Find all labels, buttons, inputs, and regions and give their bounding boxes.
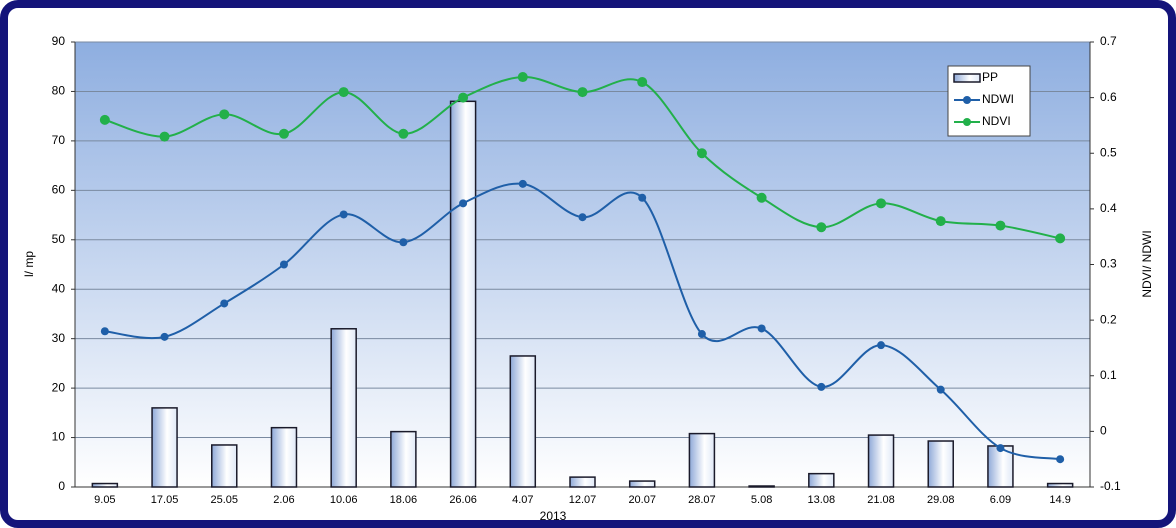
y-tick-label: 80 xyxy=(52,84,66,98)
bar xyxy=(330,328,357,488)
y2-tick-label: 0.7 xyxy=(1100,34,1117,48)
x-tick-label: 25.05 xyxy=(210,494,238,506)
point xyxy=(637,77,648,88)
x-tick-label: 28.07 xyxy=(688,494,716,506)
point xyxy=(279,260,288,269)
y-tick-label: 10 xyxy=(52,430,66,444)
point xyxy=(1055,233,1066,244)
legend-label: NDVI xyxy=(982,114,1011,128)
point xyxy=(278,128,289,139)
point xyxy=(160,332,169,341)
point xyxy=(696,148,707,159)
bar xyxy=(808,472,835,488)
legend-label: PP xyxy=(982,70,998,84)
y-tick-label: 30 xyxy=(52,331,66,345)
x-tick-label: 20.07 xyxy=(628,494,656,506)
y-tick-label: 40 xyxy=(52,281,66,295)
bar xyxy=(151,407,178,488)
bar xyxy=(390,430,417,488)
y-axis-label: l/ mp xyxy=(22,251,36,277)
y2-tick-label: -0.1 xyxy=(1100,479,1121,493)
x-tick-label: 5.08 xyxy=(751,494,772,506)
y-tick-label: 0 xyxy=(58,479,65,493)
bar xyxy=(1046,482,1074,488)
y-tick-label: 50 xyxy=(52,232,66,246)
bar xyxy=(628,480,656,488)
y2-tick-label: 0.4 xyxy=(1100,201,1117,215)
point xyxy=(100,327,109,336)
bar xyxy=(867,434,895,488)
x-tick-label: 18.06 xyxy=(390,494,418,506)
x-axis-label: 2013 xyxy=(540,509,567,523)
legend-swatch xyxy=(963,96,971,104)
point xyxy=(159,131,170,142)
y2-tick-label: 0.2 xyxy=(1100,312,1117,326)
point xyxy=(518,179,527,188)
point xyxy=(697,330,706,339)
point xyxy=(757,324,766,333)
x-tick-label: 6.09 xyxy=(990,494,1011,506)
x-tick-label: 10.06 xyxy=(330,494,358,506)
y2-tick-label: 0 xyxy=(1100,424,1107,438)
legend-label: NDWI xyxy=(982,92,1014,106)
y2-tick-label: 0.6 xyxy=(1100,90,1117,104)
x-tick-label: 17.05 xyxy=(151,494,179,506)
x-tick-label: 2.06 xyxy=(273,494,294,506)
point xyxy=(1056,455,1065,464)
bar xyxy=(748,485,775,488)
x-tick-label: 26.06 xyxy=(449,494,477,506)
point xyxy=(877,341,886,350)
bar xyxy=(211,444,238,488)
x-tick-label: 21.08 xyxy=(867,494,895,506)
point xyxy=(398,128,409,139)
y-tick-label: 20 xyxy=(52,380,66,394)
y-tick-label: 70 xyxy=(52,133,66,147)
y-tick-label: 60 xyxy=(52,183,66,197)
point xyxy=(756,192,767,203)
y2-tick-label: 0.3 xyxy=(1100,257,1117,271)
y-tick-label: 90 xyxy=(52,34,66,48)
y2-tick-label: 0.5 xyxy=(1100,145,1117,159)
point xyxy=(996,444,1005,453)
y2-axis-label: NDVI/ NDWI xyxy=(1140,230,1154,297)
point xyxy=(936,385,945,394)
x-tick-label: 29.08 xyxy=(927,494,955,506)
bar xyxy=(509,355,537,488)
bar xyxy=(688,432,716,488)
point xyxy=(458,92,469,103)
point xyxy=(459,199,468,208)
y2-tick-label: 0.1 xyxy=(1100,368,1117,382)
plot-area xyxy=(75,42,1090,487)
point xyxy=(578,213,587,222)
bar xyxy=(927,440,954,488)
x-tick-label: 9.05 xyxy=(94,494,115,506)
bar xyxy=(91,482,119,488)
point xyxy=(339,210,348,219)
bar xyxy=(270,426,298,488)
point xyxy=(876,198,887,209)
x-tick-label: 12.07 xyxy=(569,494,597,506)
point xyxy=(817,382,826,391)
point xyxy=(399,238,408,247)
point xyxy=(935,216,946,227)
point xyxy=(517,72,528,83)
point xyxy=(338,87,349,98)
x-tick-label: 4.07 xyxy=(512,494,533,506)
bar xyxy=(449,100,477,488)
x-tick-label: 14.9 xyxy=(1049,494,1070,506)
point xyxy=(577,87,588,98)
legend-swatch xyxy=(963,118,971,126)
point xyxy=(816,222,827,233)
point xyxy=(638,193,647,202)
point xyxy=(220,299,229,308)
legend-swatch xyxy=(953,73,981,83)
bar xyxy=(569,476,596,488)
point xyxy=(995,220,1006,231)
x-tick-label: 13.08 xyxy=(808,494,836,506)
point xyxy=(219,109,230,120)
point xyxy=(99,114,110,125)
